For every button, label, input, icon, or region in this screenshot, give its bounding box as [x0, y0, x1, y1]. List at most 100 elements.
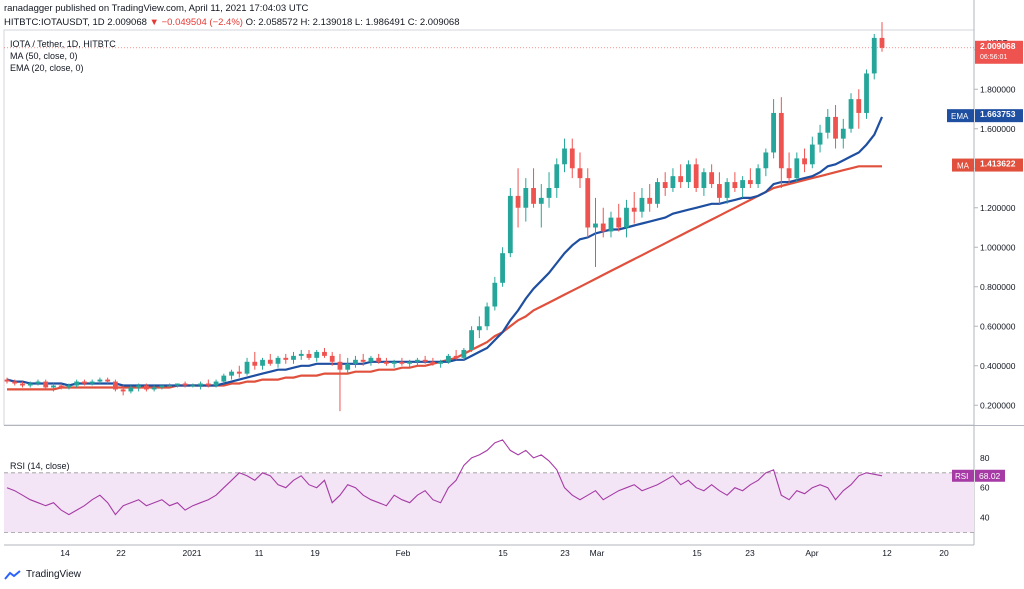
candle-body — [221, 375, 227, 382]
candle-body — [740, 180, 746, 188]
candle-body — [151, 387, 157, 390]
candle-body — [198, 383, 203, 386]
candle-body — [97, 379, 103, 382]
candle-body — [701, 172, 707, 188]
candle-body — [120, 389, 126, 392]
candle-body — [20, 383, 25, 386]
candle-body — [360, 359, 366, 362]
candle-body — [778, 112, 784, 169]
candle-body — [732, 182, 738, 188]
candle-body — [747, 180, 753, 185]
candle-body — [763, 152, 769, 169]
candle-body — [213, 381, 219, 386]
time-tick-label: 22 — [116, 548, 126, 558]
time-tick-label: Feb — [396, 548, 411, 558]
candle-body — [345, 363, 351, 370]
candle-body — [174, 383, 180, 386]
candle-body — [244, 361, 250, 374]
candle-body — [593, 223, 598, 228]
candle-body — [809, 144, 815, 165]
candle-body — [686, 164, 691, 183]
candle-body — [298, 353, 304, 356]
candle-body — [399, 361, 405, 364]
price-tick-label: 1.200000 — [980, 203, 1016, 213]
chart-legend: IOTA / Tether, 1D, HITBTC MA (50, close,… — [10, 38, 116, 74]
candle-body — [283, 357, 289, 360]
legend-ema: EMA (20, close, 0) — [10, 63, 84, 73]
price-tick-label: 0.600000 — [980, 321, 1016, 331]
candle-body — [205, 383, 211, 386]
rsi-legend: RSI (14, close) — [10, 461, 70, 471]
candle-body — [848, 99, 854, 129]
grid — [3, 0, 1024, 546]
candle-body — [856, 99, 862, 113]
candle-body — [507, 195, 513, 254]
candles — [4, 22, 885, 412]
candle-body — [267, 359, 273, 364]
candle-body — [608, 217, 614, 232]
candle-body — [469, 330, 475, 350]
candle-body — [128, 387, 134, 392]
candle-body — [260, 359, 265, 366]
candle-body — [639, 197, 645, 212]
candle-body — [476, 326, 482, 331]
candle-body — [422, 359, 428, 362]
candle-body — [569, 148, 575, 169]
candle-body — [840, 128, 846, 139]
candle-body — [182, 383, 188, 386]
ma-value-badge-text: 1.413622 — [980, 159, 1016, 169]
rsi-tick-label: 60 — [980, 483, 990, 493]
time-tick-label: 14 — [60, 548, 70, 558]
candle-body — [647, 197, 653, 204]
candle-body — [771, 112, 776, 153]
candle-body — [864, 73, 869, 113]
candle-body — [871, 37, 877, 74]
down-arrow-icon: ▼ — [149, 17, 159, 28]
candle-body — [562, 148, 567, 165]
rsi-band — [4, 472, 974, 533]
ma-value-badge — [975, 158, 1023, 172]
time-tick-label: 23 — [560, 548, 570, 558]
candle-body — [236, 371, 242, 374]
candle-body — [794, 158, 800, 179]
candle-body — [616, 217, 622, 228]
price-tick-label: 0.200000 — [980, 400, 1016, 410]
legend-title: IOTA / Tether, 1D, HITBTC — [10, 39, 116, 49]
candle-body — [662, 182, 668, 188]
axes: 0.200000 0.400000 0.600000 0.800000 1.000000… — [60, 38, 1023, 558]
time-tick-label: 20 — [939, 548, 949, 558]
candle-body — [554, 164, 560, 188]
candle-body — [322, 351, 327, 356]
candle-body — [306, 353, 312, 358]
time-tick-label: 15 — [692, 548, 702, 558]
candle-body — [74, 381, 80, 386]
candle-body — [833, 116, 838, 139]
footer-brand[interactable]: TradingView — [26, 569, 82, 580]
footer: TradingView — [4, 569, 81, 580]
candle-body — [376, 357, 382, 362]
candle-body — [786, 168, 792, 179]
candle-body — [515, 195, 521, 208]
symbol-line: HITBTC:IOTAUSDT, 1D 2.009068 ▼ −0.049504… — [4, 17, 460, 28]
price-tick-label: 1.000000 — [980, 242, 1016, 252]
time-tick-label: 23 — [745, 548, 755, 558]
candle-body — [724, 182, 730, 198]
candle-body — [879, 37, 885, 48]
candle-body — [802, 158, 807, 165]
rsi-line — [6, 439, 883, 516]
main-pane-frame — [3, 29, 975, 426]
candle-body — [368, 357, 374, 362]
candle-body — [337, 361, 343, 370]
price-change: −0.049504 (−2.4%) — [161, 17, 243, 28]
candle-body — [546, 188, 552, 198]
time-tick-label: 15 — [498, 548, 508, 558]
candle-body — [27, 383, 33, 386]
candle-body — [600, 223, 606, 232]
candle-body — [229, 371, 234, 376]
candle-body — [89, 381, 95, 384]
candle-body — [35, 381, 41, 384]
time-tick-label: 2021 — [183, 548, 202, 558]
candle-body — [655, 182, 660, 204]
ema-value-badge — [975, 109, 1023, 123]
